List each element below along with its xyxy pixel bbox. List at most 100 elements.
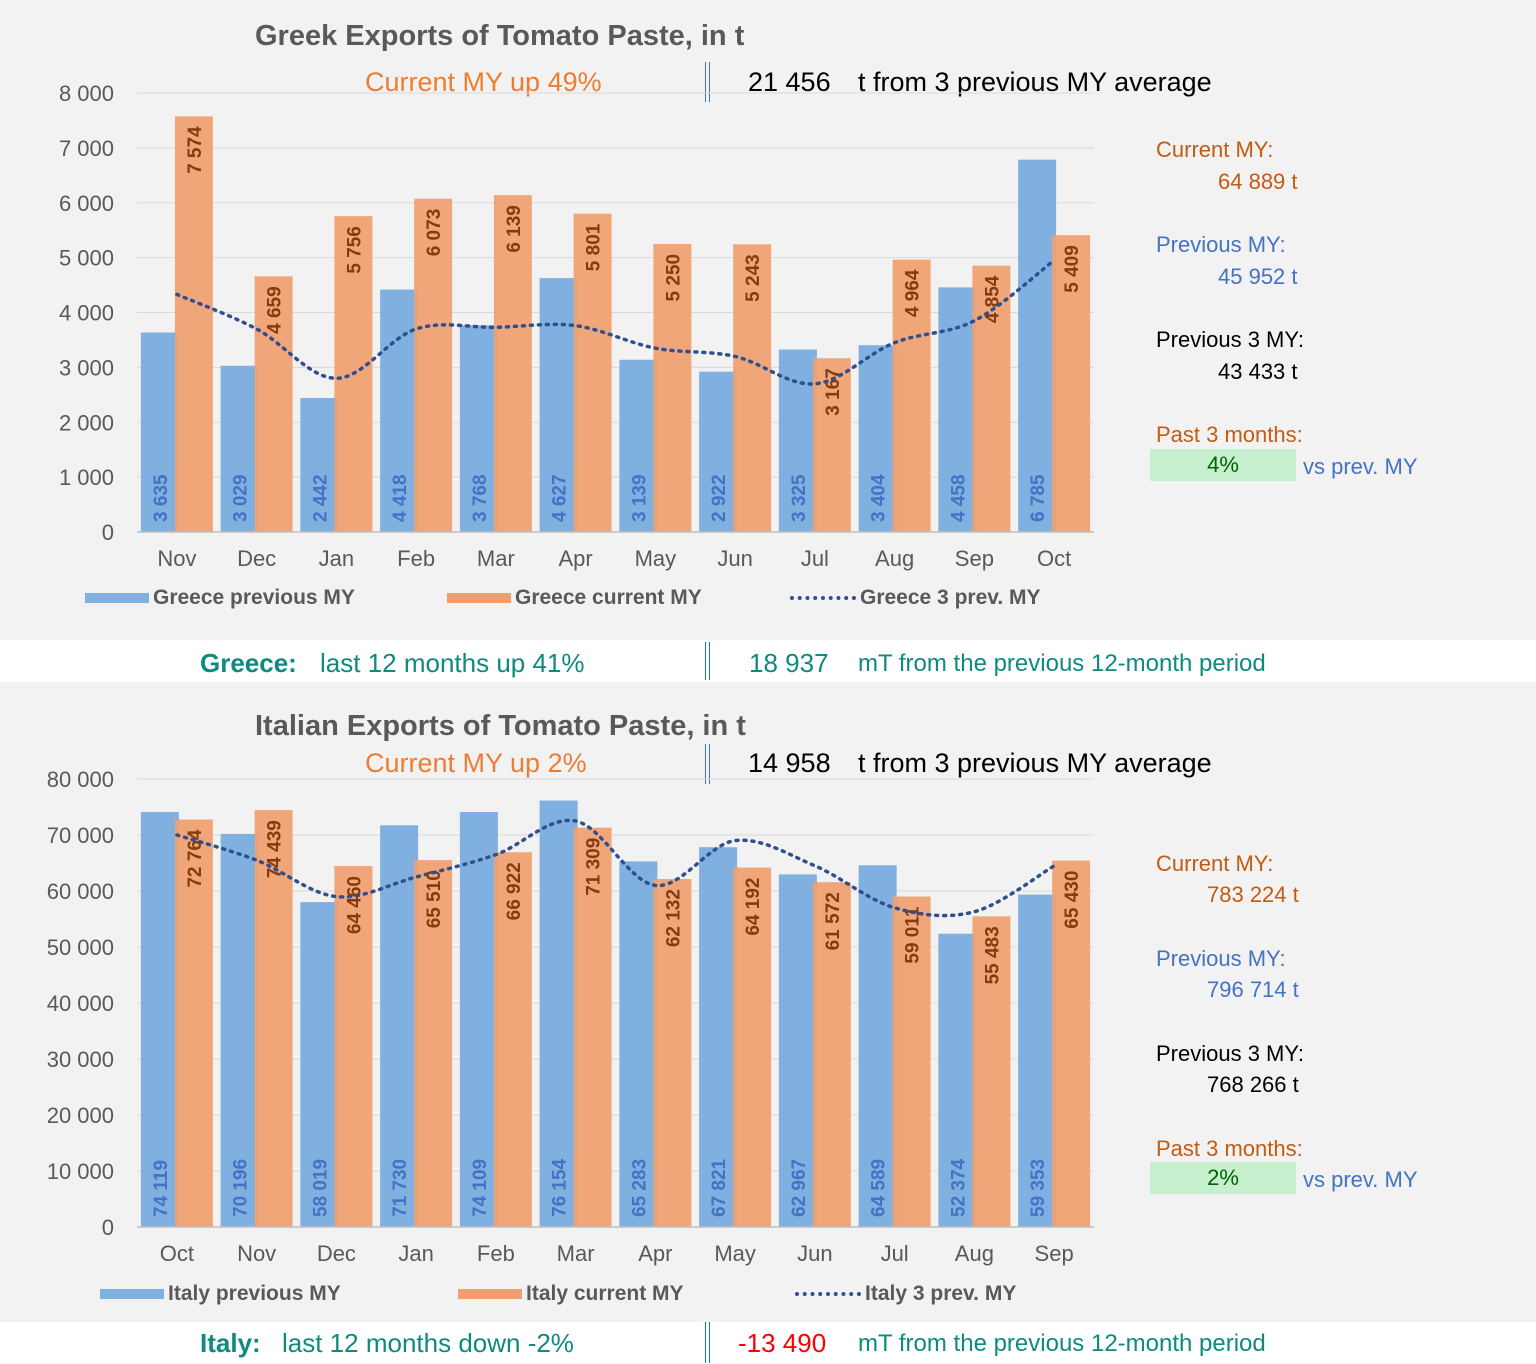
x-tick-label: Jun: [717, 546, 752, 571]
y-tick-label: 40 000: [47, 991, 114, 1016]
italy-current-my-up: Current MY up 2%: [365, 748, 587, 778]
bar-current: [174, 116, 213, 533]
data-label-previous: 64 589: [869, 1159, 890, 1217]
bar-current: [733, 867, 772, 1227]
y-tick-label: 60 000: [47, 879, 114, 904]
greece-summary-divider: [705, 642, 710, 680]
data-label-previous: 3 139: [629, 474, 650, 522]
bar-previous: [380, 825, 419, 1227]
x-tick-label: Aug: [955, 1241, 994, 1266]
greece-summary-text: last 12 months up 41%: [320, 648, 585, 678]
italy-chart-panel: Italian Exports of Tomato Paste, in t Cu…: [0, 682, 1536, 1322]
greece-previous-my-value: 45 952 t: [1218, 264, 1298, 289]
y-tick-label: 80 000: [47, 767, 114, 792]
data-label-previous: 3 404: [869, 474, 890, 522]
greece-summary-suffix: mT from the previous 12-month period: [858, 650, 1266, 677]
legend-swatch-avg: [795, 1292, 861, 1297]
data-label-previous: 70 196: [231, 1159, 252, 1217]
data-label-current: 5 756: [344, 226, 365, 274]
italy-current-my-label: Current MY:: [1156, 851, 1274, 876]
data-label-previous: 3 635: [151, 474, 172, 522]
italy-previous-my-value: 796 714 t: [1207, 977, 1299, 1002]
italy-past3-suffix: vs prev. MY: [1303, 1167, 1418, 1192]
greece-previous3-value: 43 433 t: [1218, 359, 1298, 384]
greece-chart-panel: Greek Exports of Tomato Paste, in t Curr…: [0, 0, 1536, 640]
x-tick-label: Mar: [557, 1241, 595, 1266]
bar-current: [653, 243, 692, 532]
data-label-previous: 4 418: [390, 474, 411, 522]
greece-legend-previous: Greece previous MY: [85, 586, 355, 610]
greece-past3-label: Past 3 months:: [1156, 422, 1303, 447]
bar-current: [812, 882, 851, 1227]
bar-previous: [1018, 894, 1057, 1227]
y-tick-label: 10 000: [47, 1159, 114, 1184]
y-tick-label: 30 000: [47, 1047, 114, 1072]
bar-current: [254, 810, 293, 1227]
greece-chart-title: Greek Exports of Tomato Paste, in t: [255, 20, 745, 52]
x-tick-label: Feb: [397, 546, 435, 571]
data-label-current: 66 922: [504, 862, 525, 920]
y-tick-label: 70 000: [47, 823, 114, 848]
greece-previous3-label: Previous 3 MY:: [1156, 327, 1304, 352]
italy-summary-country: Italy:: [200, 1328, 261, 1358]
italy-past3-badge: 2%: [1150, 1162, 1296, 1194]
legend-label-current: Italy current MY: [526, 1282, 684, 1305]
data-label-current: 5 801: [584, 223, 605, 271]
y-tick-label: 50 000: [47, 935, 114, 960]
x-tick-label: Jan: [398, 1241, 433, 1266]
bar-previous: [858, 345, 897, 532]
data-label-previous: 62 967: [789, 1159, 810, 1217]
bar-previous: [220, 833, 259, 1227]
bar-current: [573, 213, 612, 533]
avg-line: [175, 258, 1056, 386]
data-label-previous: 76 154: [550, 1158, 571, 1217]
bar-previous: [300, 902, 339, 1227]
greece-current-my-value: 64 889 t: [1218, 169, 1298, 194]
data-label-current: 7 574: [185, 126, 206, 174]
bar-previous: [539, 800, 578, 1227]
legend-label-avg: Italy 3 prev. MY: [865, 1282, 1017, 1305]
x-tick-label: Aug: [875, 546, 914, 571]
greece-avg-suffix: t from 3 previous MY average: [858, 67, 1212, 97]
greece-summary-country: Greece:: [200, 648, 297, 678]
x-tick-label: Oct: [160, 1241, 194, 1266]
data-label-current: 4 854: [982, 275, 1003, 323]
bar-current: [972, 916, 1011, 1227]
italy-previous3-value: 768 266 t: [1207, 1072, 1299, 1097]
data-label-current: 74 439: [265, 820, 286, 878]
bar-current: [414, 860, 453, 1227]
data-label-current: 5 250: [663, 254, 684, 302]
data-label-current: 6 073: [424, 209, 445, 257]
y-tick-label: 3 000: [59, 355, 114, 380]
italy-previous3-label: Previous 3 MY:: [1156, 1041, 1304, 1066]
italy-summary-bar: Italy: last 12 months down -2% -13 490 m…: [0, 1322, 1536, 1364]
data-label-current: 71 309: [584, 838, 605, 896]
greece-legend-current: Greece current MY: [447, 586, 702, 610]
data-label-current: 5 243: [743, 254, 764, 302]
bar-previous: [459, 811, 498, 1227]
x-tick-label: Jan: [319, 546, 354, 571]
legend-label-previous: Italy previous MY: [168, 1282, 341, 1305]
greece-current-my-label: Current MY:: [1156, 137, 1274, 162]
greece-current-my-up: Current MY up 49%: [365, 67, 602, 97]
data-label-current: 55 483: [982, 926, 1003, 984]
data-label-previous: 59 353: [1028, 1159, 1049, 1217]
legend-label-avg: Greece 3 prev. MY: [860, 586, 1041, 609]
italy-avg-suffix: t from 3 previous MY average: [858, 748, 1212, 778]
x-tick-label: Oct: [1037, 546, 1071, 571]
x-tick-label: Sep: [1035, 1241, 1074, 1266]
italy-legend-current: Italy current MY: [458, 1282, 684, 1306]
data-label-previous: 58 019: [310, 1159, 331, 1217]
italy-legend-previous: Italy previous MY: [100, 1282, 341, 1306]
x-tick-label: Mar: [477, 546, 515, 571]
bar-current: [334, 866, 373, 1227]
x-tick-label: Dec: [237, 546, 276, 571]
bar-previous: [459, 325, 498, 532]
data-label-previous: 71 730: [390, 1159, 411, 1217]
x-tick-label: Apr: [638, 1241, 672, 1266]
bar-current: [414, 198, 453, 532]
greece-summary-value: 18 937: [749, 648, 829, 678]
bar-previous: [140, 811, 179, 1227]
greece-past3-suffix: vs prev. MY: [1303, 454, 1418, 479]
y-tick-label: 8 000: [59, 81, 114, 106]
